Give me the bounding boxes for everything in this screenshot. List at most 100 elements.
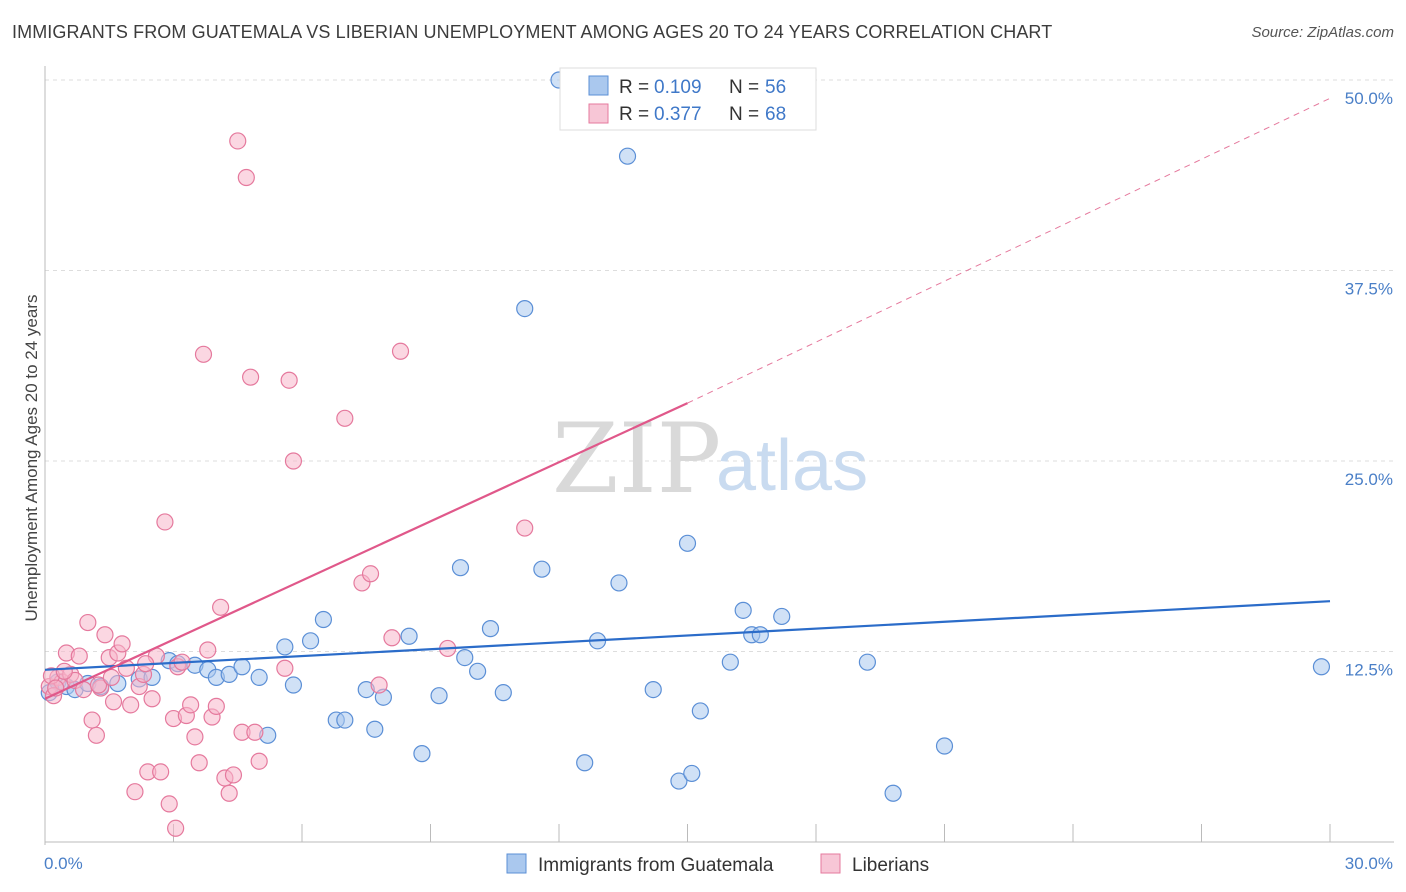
liberians-point-15 [104,693,123,711]
liberians-point-33 [182,696,200,714]
guatemala-point-48 [734,601,752,619]
liberians-point-7 [70,647,88,665]
guatemala-point-54 [935,737,954,755]
liberians-point-20 [126,783,144,801]
liberians-point-50 [276,659,294,677]
chart-source: Source: ZipAtlas.com [1251,24,1394,41]
correlation-legend: R = 0.109 N = 56 R = 0.377 N = 68 [559,67,817,131]
trend-line-liberians [44,402,688,700]
guatemala-point-30 [451,559,470,577]
liberians-point-39 [207,697,225,715]
grid-lines [45,79,1394,652]
liberians-point-66 [167,819,185,837]
series-legend: Immigrants from Guatemala Liberians [506,853,929,876]
liberians-point-26 [152,763,170,781]
guatemala-point-43 [670,772,688,790]
x-tick-labels: 0.0% 30.0% [44,854,1393,873]
liberians-point-44 [229,132,247,150]
guatemala-point-23 [336,711,354,729]
liberians-point-46 [237,168,255,187]
guatemala-point-51 [773,607,791,626]
guatemala-point-19 [284,676,303,694]
guatemala-point-55 [1312,658,1331,676]
liberians-point-24 [143,690,161,708]
liberians-point-10 [83,711,101,729]
bottom-legend-label-guatemala: Immigrants from Guatemala [538,855,774,876]
liberians-point-49 [250,752,268,770]
legend-n-value-2: 68 [765,104,786,125]
watermark: ZIP atlas [552,403,868,515]
guatemala-point-34 [494,684,512,702]
y-axis-label: Unemployment Among Ages 20 to 24 years [22,295,41,622]
liberians-point-53 [336,409,354,427]
guatemala-point-47 [721,653,739,671]
guatemala-point-40 [610,574,628,592]
liberians-point-37 [199,641,217,659]
guatemala-point-32 [469,662,487,680]
guatemala-point-44 [678,534,697,552]
liberians-point-56 [370,676,388,694]
y-tick-labels: 12.5% 25.0% 37.5% 50.0% [1345,89,1393,680]
liberians-point-62 [55,662,73,680]
guatemala-point-50 [751,626,769,644]
bottom-legend-swatch-pink [820,853,841,874]
guatemala-point-29 [430,687,448,705]
guatemala-point-27 [400,627,418,645]
guatemala-point-45 [683,764,701,783]
liberians-point-28 [160,795,178,813]
liberians-point-19 [122,696,140,714]
liberians-point-17 [113,635,131,653]
liberians-point-42 [220,784,238,802]
guatemala-point-21 [314,610,333,629]
liberians-point-64 [102,668,120,687]
liberians-point-52 [284,452,303,470]
guatemala-point-15 [233,658,251,676]
liberians-point-35 [190,754,208,772]
trend-line-guatemala [44,600,1331,671]
liberians-point-58 [391,342,410,360]
y-tick-label-3: 50.0% [1345,89,1393,108]
bottom-legend-swatch-blue [506,853,527,874]
liberians-point-40 [212,598,230,616]
liberians-point-34 [186,728,204,746]
guatemala-point-38 [576,754,594,772]
guatemala-point-46 [691,702,709,720]
guatemala-point-16 [250,668,268,687]
liberians-point-55 [361,565,380,583]
legend-r-value-2: 0.377 [654,104,702,125]
y-tick-label-2: 37.5% [1345,280,1393,299]
series-liberians-points [40,132,534,837]
legend-r-label-1: R = [619,77,649,98]
guatemala-point-18 [276,638,294,656]
guatemala-point-33 [481,620,500,638]
legend-n-value-1: 56 [765,77,786,98]
bottom-legend-label-liberians: Liberians [852,855,929,876]
guatemala-point-20 [301,632,320,650]
legend-r-label-2: R = [619,104,649,125]
liberians-point-36 [194,345,213,363]
guatemala-point-14 [220,665,238,683]
x-tick-label-0: 0.0% [44,854,83,873]
y-tick-label-1: 25.0% [1345,470,1393,489]
chart-title: IMMIGRANTS FROM GUATEMALA VS LIBERIAN UN… [12,22,1053,42]
legend-n-label-1: N = [729,77,759,98]
legend-n-label-2: N = [729,104,759,125]
guatemala-point-53 [884,784,902,802]
x-tick-label-1: 30.0% [1345,854,1393,873]
legend-r-value-1: 0.109 [654,77,702,98]
legend-swatch-pink [588,103,609,124]
liberians-point-47 [242,368,260,386]
guatemala-point-42 [644,680,662,699]
liberians-point-43 [224,766,243,784]
trend-line-liberians-extension [687,97,1331,404]
watermark-zip: ZIP [552,403,721,515]
trend-lines [44,97,1331,700]
liberians-point-63 [89,676,108,694]
guatemala-point-25 [366,720,384,738]
guatemala-point-36 [533,560,551,578]
liberians-point-57 [383,629,401,647]
liberians-point-13 [96,626,114,644]
liberians-point-27 [156,513,174,531]
legend-swatch-blue [588,75,609,96]
